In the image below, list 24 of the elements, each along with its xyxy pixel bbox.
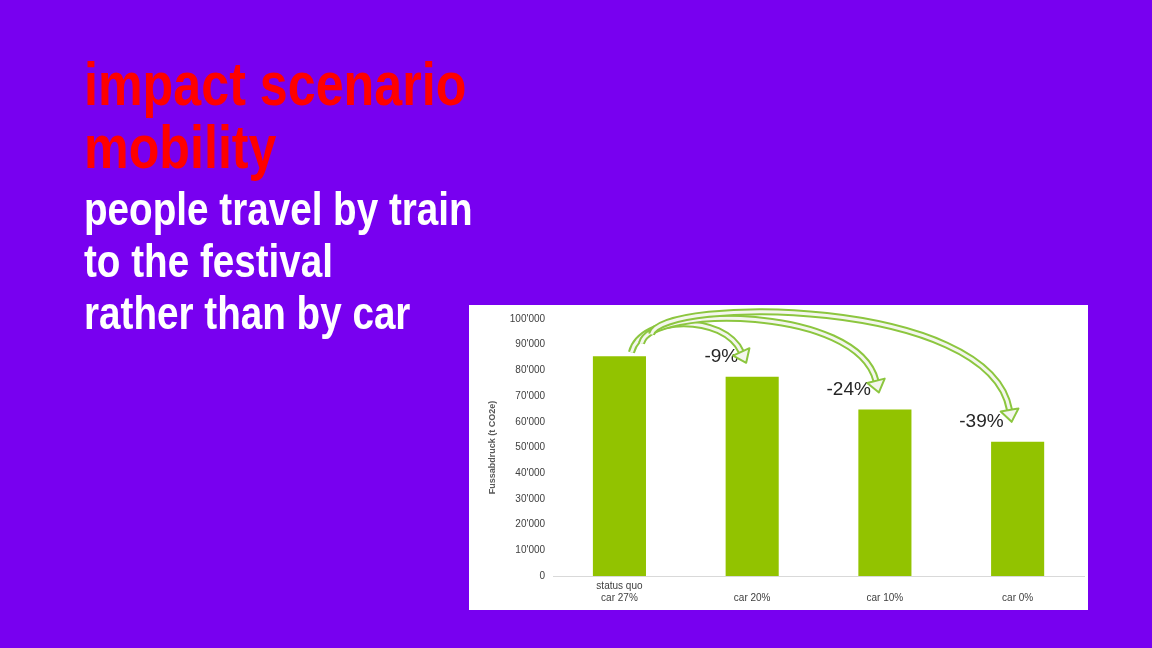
y-tick-label: 100'000 — [509, 312, 546, 324]
y-axis-title: Fussabdruck (t CO2e) — [486, 400, 497, 495]
bar — [725, 376, 779, 576]
x-tick-label: status quo car 27% — [596, 579, 643, 603]
bar — [592, 356, 646, 576]
y-tick-label: 40'000 — [515, 466, 546, 478]
y-tick-label: 90'000 — [515, 338, 546, 350]
y-tick-label: 30'000 — [515, 492, 546, 504]
chart-title: impact scenario mobility — [84, 49, 468, 181]
x-tick-label: car 20% — [733, 591, 771, 603]
x-tick-label: car 10% — [866, 591, 904, 603]
y-tick-label: 70'000 — [515, 389, 546, 401]
bar — [858, 409, 912, 576]
x-tick-label: car 0% — [1002, 591, 1034, 603]
bar — [991, 441, 1045, 576]
y-tick-label: 50'000 — [515, 441, 546, 453]
y-tick-label: 20'000 — [515, 518, 546, 530]
y-tick-label: 60'000 — [515, 415, 546, 427]
y-tick-label: 80'000 — [515, 364, 546, 376]
y-tick-label: 10'000 — [515, 544, 546, 556]
y-tick-label: 0 — [539, 569, 546, 581]
chart-subtitle: people travel by train to the festival rather than by car — [84, 183, 473, 339]
annotation: -24% — [826, 377, 872, 399]
annotation: -39% — [959, 410, 1004, 432]
